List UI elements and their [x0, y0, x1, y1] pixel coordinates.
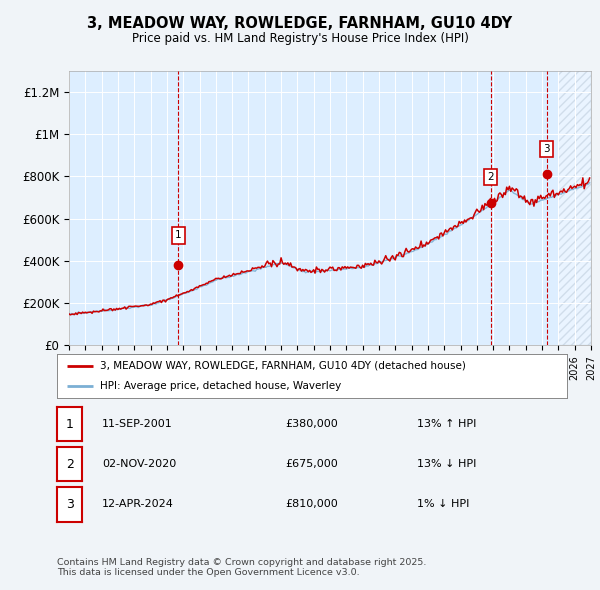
Text: HPI: Average price, detached house, Waverley: HPI: Average price, detached house, Wave…: [100, 381, 341, 391]
Text: 3: 3: [544, 144, 550, 154]
Text: 13% ↓ HPI: 13% ↓ HPI: [417, 460, 476, 469]
Bar: [559, 71, 591, 345]
Text: £810,000: £810,000: [285, 500, 338, 509]
Text: 1% ↓ HPI: 1% ↓ HPI: [417, 500, 469, 509]
Text: 12-APR-2024: 12-APR-2024: [102, 500, 174, 509]
Text: Price paid vs. HM Land Registry's House Price Index (HPI): Price paid vs. HM Land Registry's House …: [131, 32, 469, 45]
Text: Contains HM Land Registry data © Crown copyright and database right 2025.
This d: Contains HM Land Registry data © Crown c…: [57, 558, 427, 577]
Text: £675,000: £675,000: [285, 460, 338, 469]
Text: 2: 2: [65, 458, 74, 471]
Text: 2: 2: [487, 172, 494, 182]
Text: 1: 1: [65, 418, 74, 431]
Text: 1: 1: [175, 231, 182, 240]
Text: 02-NOV-2020: 02-NOV-2020: [102, 460, 176, 469]
Text: 3, MEADOW WAY, ROWLEDGE, FARNHAM, GU10 4DY (detached house): 3, MEADOW WAY, ROWLEDGE, FARNHAM, GU10 4…: [100, 361, 466, 371]
Text: £380,000: £380,000: [285, 419, 338, 429]
Text: 11-SEP-2001: 11-SEP-2001: [102, 419, 173, 429]
Text: 13% ↑ HPI: 13% ↑ HPI: [417, 419, 476, 429]
Bar: [69, 71, 559, 345]
Text: 3: 3: [65, 498, 74, 511]
Text: 3, MEADOW WAY, ROWLEDGE, FARNHAM, GU10 4DY: 3, MEADOW WAY, ROWLEDGE, FARNHAM, GU10 4…: [88, 16, 512, 31]
